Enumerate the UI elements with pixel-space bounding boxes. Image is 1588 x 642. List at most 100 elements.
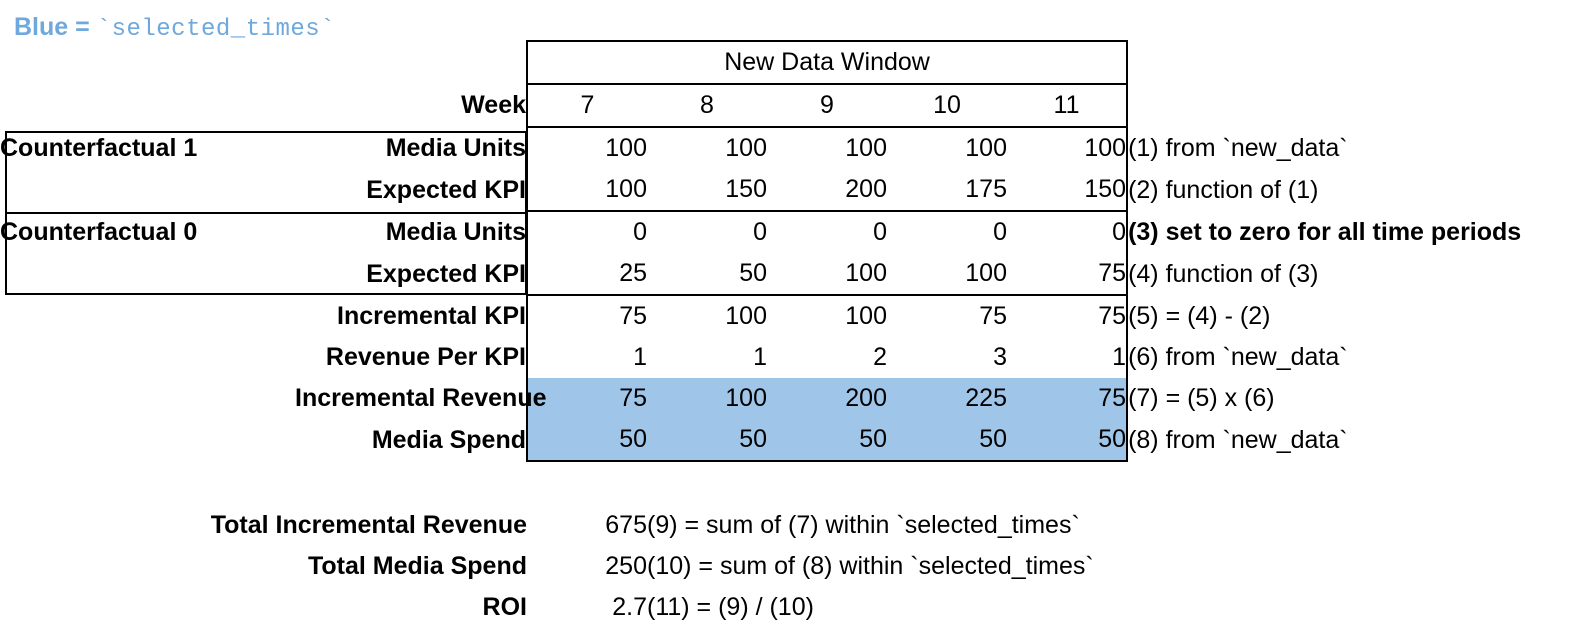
group-label-empty <box>0 337 295 378</box>
week-header-7: 7 <box>526 84 647 127</box>
cell-value: 3 <box>993 343 1007 371</box>
cell-value: 100 <box>767 294 887 337</box>
table-header-span-row: New Data Window <box>0 40 1588 85</box>
cell-value: 100 <box>1007 126 1129 169</box>
table-row: Revenue Per KPI 1 1 2 3 1 (6) from `new_… <box>0 337 1588 378</box>
spacer-cell <box>0 84 295 127</box>
cell-value: 1 <box>526 337 647 378</box>
cell-value: 150 <box>1007 169 1129 211</box>
cell-value: 0 <box>767 210 887 253</box>
summary-note: (10) = sum of (8) within `selected_times… <box>647 552 1094 580</box>
table-row: Incremental KPI 75 100 100 75 75 (5) = (… <box>0 294 1588 337</box>
summary-row: Total Incremental Revenue 675 (9) = sum … <box>0 505 1588 546</box>
cell-value: 25 <box>526 253 647 295</box>
cell-value: 225 <box>887 378 1007 419</box>
row-label-media-units: Media Units <box>385 133 526 162</box>
cell-value: 100 <box>965 259 1007 287</box>
spacer-cell <box>1127 84 1588 127</box>
cell-value: 100 <box>767 126 887 169</box>
cell-value: 50 <box>526 419 647 462</box>
legend-prefix: Blue = <box>14 13 97 41</box>
cell-value: 50 <box>767 419 887 462</box>
cell-value: 2 <box>873 343 887 371</box>
summary-row: ROI 2.7 (11) = (9) / (10) <box>0 587 1588 628</box>
cell-value: 50 <box>647 419 767 462</box>
row-note: (7) = (5) x (6) <box>1128 384 1275 412</box>
summary-table: Total Incremental Revenue 675 (9) = sum … <box>0 505 1588 628</box>
summary-label-total-incremental-revenue: Total Incremental Revenue <box>210 511 527 539</box>
summary-label-total-media-spend: Total Media Spend <box>308 552 527 580</box>
row-note: (2) function of (1) <box>1128 175 1319 204</box>
cell-value: 200 <box>767 378 887 419</box>
group-label-counterfactual-1: Counterfactual 1 <box>0 133 198 162</box>
table-row: Expected KPI 25 50 100 100 75 (4) functi… <box>0 253 1588 295</box>
row-note: (1) from `new_data` <box>1128 133 1348 162</box>
group-label-counterfactual-0: Counterfactual 0 <box>0 217 198 246</box>
cell-value: 75 <box>1007 294 1129 337</box>
group-label-empty <box>0 295 295 337</box>
cell-value: 100 <box>526 126 647 169</box>
cell-value: 75 <box>1007 378 1129 419</box>
summary-note: (11) = (9) / (10) <box>647 593 814 621</box>
cell-value: 100 <box>647 126 767 169</box>
cell-value: 1 <box>1007 337 1129 378</box>
row-note: (8) from `new_data` <box>1128 425 1348 454</box>
week-header-9: 9 <box>820 91 834 119</box>
group-label-empty <box>0 419 295 461</box>
row-label-expected-kpi: Expected KPI <box>366 259 526 288</box>
spacer-cell <box>0 41 295 84</box>
spacer-cell <box>295 41 527 84</box>
table-row: Incremental Revenue 75 100 200 225 75 (7… <box>0 378 1588 419</box>
summary-row: Total Media Spend 250 (10) = sum of (8) … <box>0 546 1588 587</box>
week-header-10: 10 <box>933 91 961 119</box>
row-note: (4) function of (3) <box>1128 259 1319 288</box>
row-note: (6) from `new_data` <box>1128 343 1348 371</box>
cell-value: 0 <box>1007 210 1129 253</box>
table-row: Media Spend 50 50 50 50 50 (8) from `new… <box>0 419 1588 462</box>
week-header-11: 11 <box>1007 84 1129 127</box>
cell-value: 75 <box>887 294 1007 337</box>
row-note: (5) = (4) - (2) <box>1128 301 1271 330</box>
cell-value: 100 <box>526 169 647 211</box>
calculation-table: New Data Window Week 7 8 9 10 11 Counter… <box>0 40 1588 462</box>
cell-value: 200 <box>845 175 887 203</box>
cell-value: 0 <box>647 210 767 253</box>
legend-code: `selected_times` <box>96 16 336 43</box>
group-label-empty <box>0 378 295 419</box>
cell-value: 150 <box>725 175 767 203</box>
row-note: (3) set to zero for all time periods <box>1128 217 1522 246</box>
cell-value: 100 <box>647 294 767 337</box>
summary-note: (9) = sum of (7) within `selected_times` <box>647 511 1080 539</box>
cell-value: 100 <box>887 126 1007 169</box>
summary-value: 675 <box>605 511 647 539</box>
group-label-empty <box>0 169 295 211</box>
summary-value: 2.7 <box>612 593 647 621</box>
new-data-window-header: New Data Window <box>525 40 1129 85</box>
calculation-sheet: New Data Window Week 7 8 9 10 11 Counter… <box>0 40 1588 462</box>
row-label-media-spend: Media Spend <box>371 425 526 454</box>
cell-value: 75 <box>1007 253 1129 295</box>
cell-value: 1 <box>753 343 767 371</box>
summary-label-roi: ROI <box>482 593 527 621</box>
row-label-revenue-per-kpi: Revenue Per KPI <box>325 343 526 371</box>
cell-value: 75 <box>526 378 647 419</box>
cell-value: 0 <box>526 210 647 253</box>
table-row: Counterfactual 0 Media Units 0 0 0 0 0 (… <box>0 210 1588 253</box>
cell-value: 50 <box>739 259 767 287</box>
cell-value: 0 <box>887 210 1007 253</box>
legend: Blue = `selected_times` <box>14 12 335 45</box>
cell-value: 75 <box>526 294 647 337</box>
week-row-label: Week <box>461 91 526 119</box>
week-header-8: 8 <box>700 91 714 119</box>
row-label-incremental-revenue: Incremental Revenue <box>295 384 547 412</box>
group-label-empty <box>0 253 295 295</box>
table-week-row: Week 7 8 9 10 11 <box>0 84 1588 127</box>
cell-value: 50 <box>1007 419 1129 462</box>
cell-value: 100 <box>647 378 767 419</box>
cell-value: 100 <box>845 259 887 287</box>
table-row: Expected KPI 100 150 200 175 150 (2) fun… <box>0 169 1588 211</box>
spacer-cell <box>1127 41 1588 84</box>
row-label-expected-kpi: Expected KPI <box>366 175 526 204</box>
cell-value: 50 <box>887 419 1007 462</box>
row-label-incremental-kpi: Incremental KPI <box>337 301 526 330</box>
